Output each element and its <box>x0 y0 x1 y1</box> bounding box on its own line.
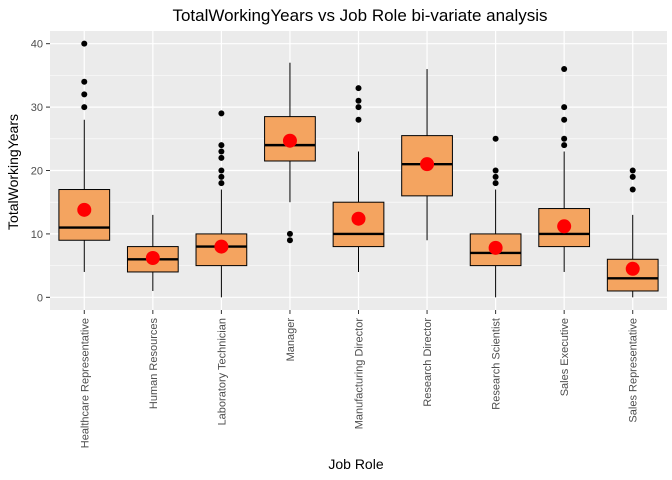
outlier-point <box>81 91 88 98</box>
x-tick-label: Research Scientist <box>491 318 503 410</box>
x-tick-label: Sales Representative <box>628 318 640 423</box>
x-tick-label: Laboratory Technician <box>216 318 228 425</box>
y-axis-title: TotalWorkingYears <box>5 114 21 230</box>
outlier-point <box>218 148 225 155</box>
outlier-point <box>218 110 225 117</box>
outlier-point <box>629 167 636 174</box>
outlier-point <box>355 104 362 111</box>
outlier-point <box>286 230 293 237</box>
x-tick-label: Sales Executive <box>559 318 571 396</box>
outlier-point <box>629 186 636 193</box>
y-tick-label: 40 <box>31 39 43 51</box>
box-iqr <box>606 258 659 292</box>
box-6 <box>401 69 453 241</box>
x-axis-title: Job Role <box>328 456 383 472</box>
box-5 <box>332 85 385 272</box>
outlier-point <box>218 173 225 180</box>
outlier-point <box>492 180 499 187</box>
mean-point <box>282 133 297 148</box>
mean-point <box>351 211 366 226</box>
outlier-point <box>492 173 499 180</box>
mean-point <box>420 157 435 172</box>
outlier-point <box>218 180 225 187</box>
y-tick-label: 0 <box>37 292 43 304</box>
outlier-point <box>561 135 568 142</box>
outlier-point <box>355 116 362 123</box>
x-tick-label: Healthcare Representative <box>79 318 91 448</box>
box-7 <box>469 135 522 298</box>
box-2 <box>126 214 179 291</box>
y-tick-label: 10 <box>31 229 43 241</box>
chart-title: TotalWorkingYears vs Job Role bi-variate… <box>172 6 547 25</box>
outlier-point <box>218 154 225 161</box>
outlier-point <box>561 104 568 111</box>
mean-point <box>214 239 229 254</box>
outlier-point <box>492 135 499 142</box>
outlier-point <box>561 142 568 149</box>
outlier-point <box>286 237 293 244</box>
outlier-point <box>218 167 225 174</box>
mean-point <box>77 202 92 217</box>
outlier-point <box>561 66 568 73</box>
mean-point <box>145 251 160 266</box>
outlier-point <box>355 85 362 92</box>
outlier-point <box>629 173 636 180</box>
box-series <box>58 40 659 298</box>
outlier-point <box>355 97 362 104</box>
box-8 <box>538 66 591 272</box>
x-tick-label: Manufacturing Director <box>354 318 366 430</box>
outlier-point <box>561 116 568 123</box>
box-4 <box>264 62 316 244</box>
outlier-point <box>81 40 88 47</box>
outlier-point <box>81 104 88 111</box>
box-9 <box>606 167 659 298</box>
y-tick-label: 30 <box>31 102 43 114</box>
x-tick-label: Manager <box>285 318 297 362</box>
box-3 <box>195 110 248 298</box>
box-1 <box>58 40 111 272</box>
y-axis: 0 10 20 30 40 <box>31 39 50 304</box>
outlier-point <box>492 167 499 174</box>
outlier-point <box>81 78 88 85</box>
mean-point <box>557 219 572 234</box>
x-tick-label: Research Director <box>422 318 434 407</box>
x-axis: Healthcare Representative Human Resources… <box>79 310 640 448</box>
y-tick-label: 20 <box>31 166 43 178</box>
outlier-point <box>218 142 225 149</box>
x-tick-label: Human Resources <box>148 318 160 410</box>
mean-point <box>488 240 503 255</box>
mean-point <box>625 261 640 276</box>
